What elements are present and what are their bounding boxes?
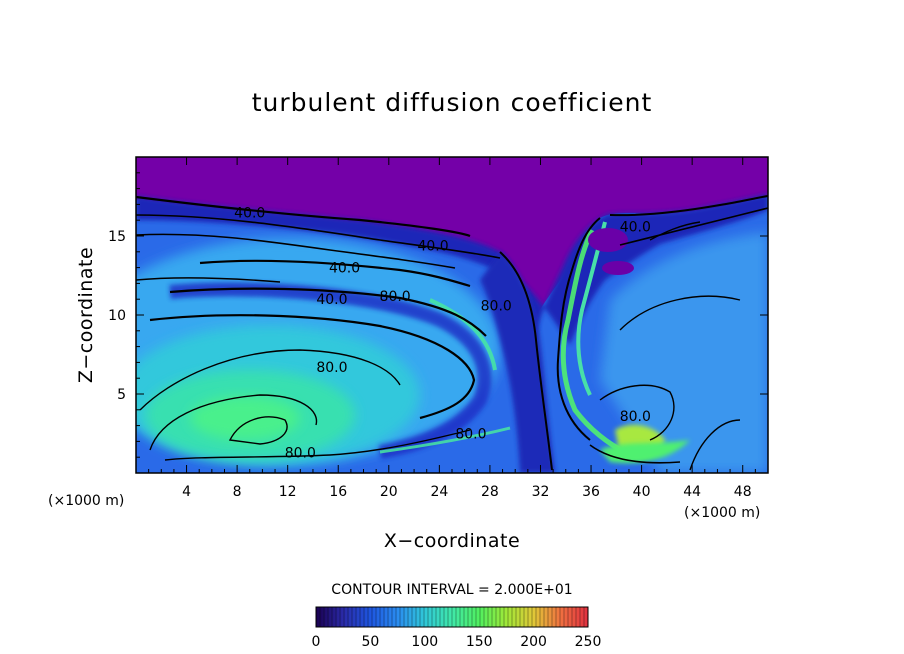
x-tick-label: 24 [430,484,448,500]
y-tick-label: 5 [117,387,126,403]
contour-label: 40.0 [417,238,448,254]
contour-label: 80.0 [455,427,486,443]
x-tick-label: 44 [683,484,701,500]
contour-line [599,384,675,441]
y-axis-label: Z−coordinate [75,247,97,383]
chart-title: turbulent diffusion coefficient [252,88,653,117]
x-unit-left: (×1000 m) [48,493,124,509]
contour-line [149,314,476,420]
contour-label: 40.0 [620,220,651,236]
contour-line [619,207,768,246]
field-arm-streak [429,298,497,371]
colorbar: 0 50 100 150 200 250 [312,606,602,650]
field-pocket-2 [602,261,634,275]
colorbar-labels: 0 50 100 150 200 250 [312,634,602,650]
contour-line [609,195,768,217]
contour-line [689,419,741,471]
contour-label: 40.0 [329,261,360,277]
field-tower-streaks [560,228,632,458]
contour-label: 80.0 [481,299,512,315]
field-pocket [588,228,628,252]
contour-line [136,277,281,283]
contour-line [649,221,701,241]
contour-line [556,217,601,441]
field-vortex-ring [169,282,492,459]
contour-label: 80.0 [316,360,347,376]
contour-line [149,394,318,451]
contour-label: 80.0 [285,445,316,461]
contour-line [164,429,471,461]
x-tick-label: 48 [734,484,752,500]
contour-labels: 40.0 40.0 40.0 40.0 80.0 80.0 80.0 80.0 80.0 80.0… [234,205,651,461]
contour-label: 40.0 [234,205,265,221]
x-unit-right: (×1000 m) [684,505,760,521]
y-tick-label: 10 [108,308,126,324]
contour-lines [136,195,768,471]
contour-label: 40.0 [316,292,347,308]
x-tick-label: 32 [532,484,550,500]
contour-label: 80.0 [620,409,651,425]
contour-line [228,416,288,445]
contour-line [169,287,487,337]
colorbar-tick-label: 100 [411,634,438,650]
x-tick-label: 40 [633,484,651,500]
x-tick-label: 4 [182,484,191,500]
y-axis-ticks: 5 10 15 [108,172,768,458]
colorbar-tick-label: 250 [575,634,602,650]
field-core-green [190,396,300,440]
field-plume [480,252,555,473]
heatmap-field [136,157,768,473]
x-tick-label: 20 [380,484,398,500]
colorbar-tick-label: 0 [312,634,321,650]
contour-line [499,251,553,471]
x-tick-label: 36 [582,484,600,500]
x-tick-label: 12 [279,484,297,500]
x-tick-label: 8 [233,484,242,500]
colorbar-tick-label: 50 [361,634,379,650]
contour-line [136,233,456,269]
contour-line [589,444,681,464]
field-right-light [600,232,768,473]
x-axis-label: X−coordinate [384,530,520,552]
colorbar-tick-label: 200 [520,634,547,650]
x-axis-ticks: 4 8 12 16 20 24 28 32 36 40 44 48 [148,157,756,500]
contour-label: 80.0 [380,289,411,305]
colorbar-stripes [319,607,585,627]
contour-line [199,259,471,288]
contour-line [619,295,741,331]
contour-line [136,214,501,259]
y-tick-label: 15 [108,229,126,245]
contour-line [139,349,401,411]
field-lower-green-2 [600,440,690,464]
x-tick-label: 28 [481,484,499,500]
colorbar-tick-label: 150 [466,634,493,650]
contour-interval-text: CONTOUR INTERVAL = 2.000E+01 [331,582,572,598]
colorbar-frame [315,606,589,628]
x-tick-label: 16 [329,484,347,500]
contour-line [136,195,471,238]
field-bottom-streak [379,426,511,454]
